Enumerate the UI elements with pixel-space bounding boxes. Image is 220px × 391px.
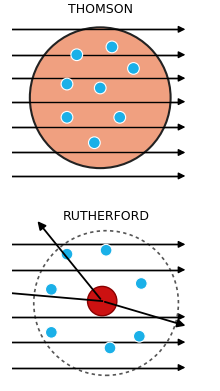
Circle shape: [114, 111, 126, 123]
Circle shape: [134, 330, 145, 342]
Circle shape: [128, 63, 139, 74]
Circle shape: [106, 41, 118, 53]
Circle shape: [30, 27, 170, 168]
Circle shape: [88, 286, 117, 316]
Circle shape: [61, 111, 73, 123]
Text: THOMSON: THOMSON: [68, 3, 133, 16]
Circle shape: [46, 283, 57, 295]
Circle shape: [61, 78, 73, 90]
Circle shape: [46, 326, 57, 338]
Circle shape: [88, 137, 100, 149]
Circle shape: [100, 244, 112, 256]
Circle shape: [136, 278, 147, 289]
Circle shape: [104, 342, 116, 354]
Circle shape: [94, 82, 106, 94]
Circle shape: [71, 49, 83, 61]
Circle shape: [61, 248, 73, 260]
Text: RUTHERFORD: RUTHERFORD: [63, 210, 150, 223]
